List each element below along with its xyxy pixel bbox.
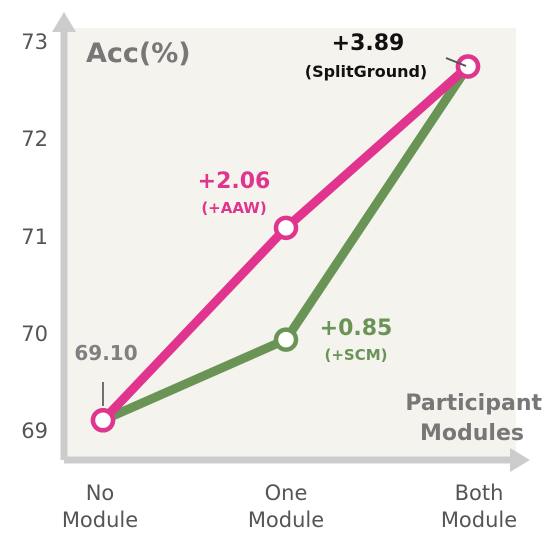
y-tick-70: 70	[21, 322, 48, 346]
y-tick-69: 69	[21, 419, 48, 443]
aaw-delta-label: +2.06	[198, 169, 271, 194]
x-axis-arrow	[510, 448, 530, 472]
y-axis-arrow	[52, 12, 76, 32]
x-cat-no-line2: Module	[62, 508, 138, 532]
aaw-series-point-1	[273, 215, 299, 241]
y-tick-71: 71	[21, 225, 48, 249]
scm-delta-label: +0.85	[320, 316, 393, 341]
start-value-label: 69.10	[74, 341, 137, 365]
scm-series-point-1	[273, 327, 299, 352]
x-axis-title-line1: Participant	[405, 391, 542, 416]
aaw-series-point-0	[90, 408, 116, 433]
series-layer	[90, 54, 481, 433]
x-cat-both-line1: Both	[455, 481, 504, 505]
x-cat-both-line2: Module	[441, 508, 517, 532]
scm-name-label: (+SCM)	[324, 346, 387, 364]
x-cat-no-line1: No	[86, 481, 115, 505]
both-delta-label: +3.89	[332, 31, 405, 56]
y-tick-labels: 69 70 71 72 73	[21, 30, 48, 443]
y-tick-73: 73	[21, 30, 48, 54]
x-cat-one-line1: One	[265, 481, 308, 505]
y-axis-title: Acc(%)	[86, 38, 191, 69]
aaw-name-label: (+AAW)	[201, 199, 266, 217]
both-name-label: (SplitGround)	[305, 62, 427, 81]
both-pointer	[445, 57, 467, 67]
x-axis-title-line2: Modules	[420, 421, 524, 446]
x-cat-one-line2: Module	[248, 508, 324, 532]
y-tick-72: 72	[21, 127, 48, 151]
aaw-series-point-2	[455, 54, 481, 79]
